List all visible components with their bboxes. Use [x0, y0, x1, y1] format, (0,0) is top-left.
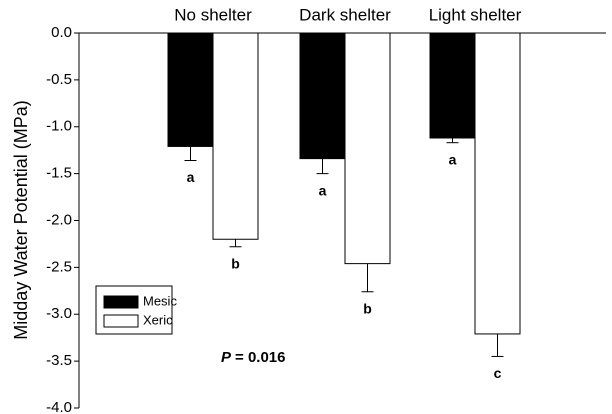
bar [212, 32, 259, 240]
y-tick-label: -3.5 [46, 352, 72, 369]
y-tick-label: 0.0 [51, 24, 72, 41]
y-tick-label: -1.5 [46, 165, 72, 182]
y-axis-label: Midday Water Potential (MPa) [11, 100, 31, 339]
y-tick-label: -0.5 [46, 71, 72, 88]
y-tick-label: -3.0 [46, 305, 72, 322]
legend-label: Mesic [143, 293, 177, 308]
category-label: Light shelter [429, 5, 522, 24]
significance-letter: a [449, 151, 457, 167]
legend-label: Xeric [143, 312, 173, 327]
legend-swatch [103, 295, 139, 309]
error-bar [491, 333, 504, 357]
bar [299, 32, 346, 160]
significance-letter: a [187, 169, 195, 185]
y-tick-label: -2.5 [46, 258, 72, 275]
significance-letter: c [494, 365, 502, 381]
bar [429, 32, 476, 139]
category-label: No shelter [174, 5, 252, 24]
error-bar [446, 138, 459, 144]
significance-letter: b [231, 255, 240, 271]
annotation-value: = 0.016 [235, 349, 285, 366]
y-tick-label: -2.0 [46, 211, 72, 228]
error-bar [361, 263, 374, 293]
y-tick-label: -4.0 [46, 399, 72, 414]
error-bar [316, 158, 329, 175]
error-bar [229, 239, 242, 248]
annotation-p: P [221, 349, 232, 366]
annotation: P = 0.016 [221, 349, 285, 366]
significance-letter: b [363, 300, 372, 316]
y-tick-label: -1.0 [46, 118, 72, 135]
legend-swatch [103, 314, 139, 328]
bar [344, 32, 391, 265]
significance-letter: a [319, 182, 327, 198]
category-label: Dark shelter [299, 5, 391, 24]
bar [474, 32, 521, 335]
bar [167, 32, 214, 147]
error-bar [184, 146, 197, 161]
